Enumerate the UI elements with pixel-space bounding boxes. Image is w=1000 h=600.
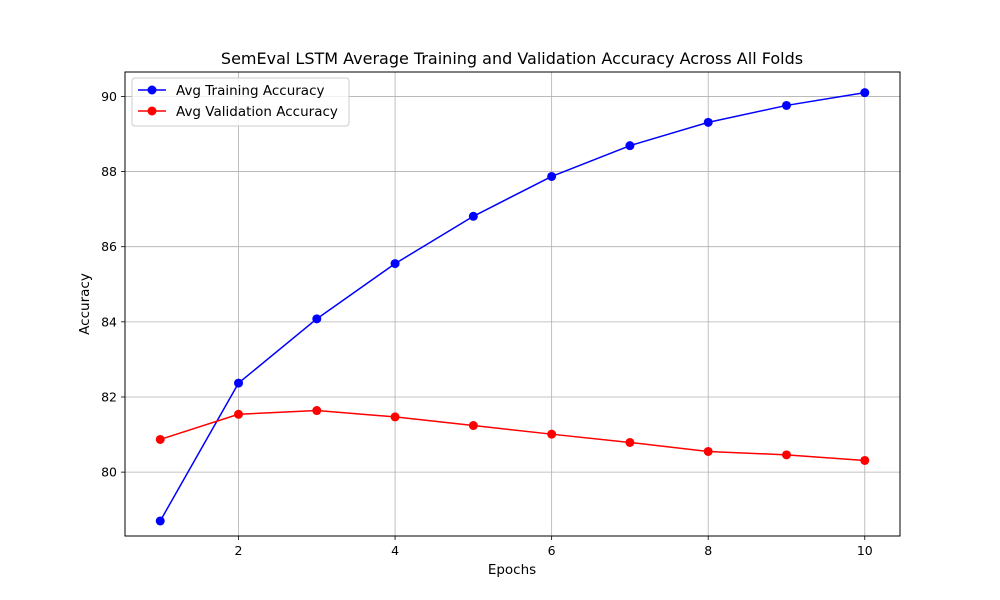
- grid: [125, 72, 900, 536]
- legend-marker-training: [147, 85, 157, 95]
- training-accuracy-point: [390, 259, 400, 269]
- y-tick-label: 88: [101, 164, 117, 179]
- training-accuracy-line: [159, 91, 865, 522]
- validation-accuracy-point: [860, 455, 870, 465]
- series-training: [155, 88, 870, 526]
- training-accuracy-point: [625, 141, 635, 151]
- validation-accuracy-point: [625, 437, 635, 447]
- y-tick-label: 86: [101, 239, 117, 254]
- x-axis-ticks: 2 4 6 8 10: [235, 536, 873, 558]
- y-axis-ticks: 80 82 84 86 88 90: [101, 89, 125, 480]
- training-accuracy-point: [234, 378, 244, 388]
- training-accuracy-point: [468, 211, 478, 221]
- training-accuracy-point: [703, 117, 713, 127]
- validation-accuracy-point: [468, 421, 478, 431]
- x-tick-label: 2: [235, 543, 243, 558]
- training-accuracy-point: [860, 88, 870, 98]
- legend-box: [131, 77, 350, 127]
- y-tick-label: 82: [101, 389, 117, 404]
- series-layer: [155, 88, 870, 526]
- validation-accuracy-point: [155, 434, 165, 444]
- legend: Avg Training Accuracy Avg Validation Acc…: [131, 77, 350, 127]
- x-axis-label: Epochs: [488, 562, 536, 578]
- training-accuracy-point: [155, 516, 165, 526]
- x-tick-label: 10: [857, 543, 873, 558]
- validation-accuracy-point: [390, 412, 400, 422]
- x-tick-label: 4: [391, 543, 399, 558]
- y-tick-label: 80: [101, 465, 117, 480]
- x-tick-label: 8: [704, 543, 712, 558]
- validation-accuracy-line: [159, 409, 865, 462]
- validation-accuracy-point: [781, 450, 791, 460]
- training-accuracy-point: [547, 171, 557, 181]
- validation-accuracy-point: [703, 446, 713, 456]
- legend-marker-validation: [147, 106, 157, 116]
- x-tick-label: 6: [548, 543, 556, 558]
- y-axis-label: Accuracy: [77, 273, 93, 335]
- validation-accuracy-point: [234, 409, 244, 419]
- y-tick-label: 84: [101, 314, 117, 329]
- training-accuracy-point: [312, 314, 322, 324]
- validation-accuracy-point: [547, 429, 557, 439]
- plot-frame: [124, 71, 901, 537]
- chart-title: SemEval LSTM Average Training and Valida…: [221, 49, 803, 68]
- legend-label-training: Avg Training Accuracy: [176, 83, 325, 99]
- y-tick-label: 90: [101, 89, 117, 104]
- series-validation: [155, 406, 870, 465]
- legend-label-validation: Avg Validation Accuracy: [176, 104, 338, 120]
- validation-accuracy-point: [312, 406, 322, 416]
- training-accuracy-point: [781, 100, 791, 110]
